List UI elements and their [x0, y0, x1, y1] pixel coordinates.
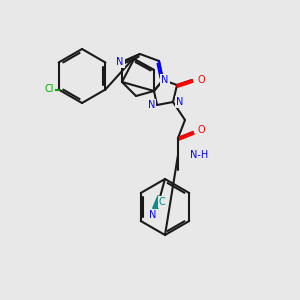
Text: N: N	[116, 57, 124, 67]
Text: C: C	[159, 197, 165, 207]
Text: N-H: N-H	[190, 150, 208, 160]
Text: N: N	[149, 210, 157, 220]
Text: N: N	[161, 75, 169, 85]
Text: N: N	[148, 100, 155, 110]
Text: N: N	[176, 97, 183, 107]
Text: Cl: Cl	[44, 85, 54, 94]
Text: O: O	[197, 75, 205, 85]
Text: O: O	[198, 125, 206, 135]
